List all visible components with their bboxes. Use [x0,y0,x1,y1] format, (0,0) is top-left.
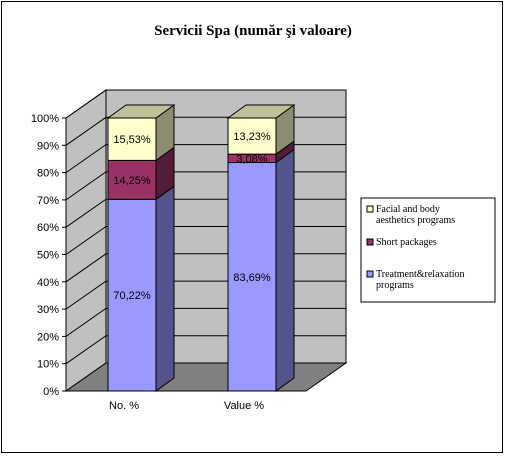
y-tick-label: 60% [37,222,59,234]
data-label: 70,22% [113,290,151,302]
x-tick-label: Value % [224,400,264,412]
x-tick-label: No. % [109,400,139,412]
y-tick-label: 100% [31,113,59,125]
y-tick-label: 0% [43,386,59,398]
y-tick-label: 20% [37,331,59,343]
legend-label: programs [376,280,414,291]
data-label: 14,25% [113,175,151,187]
legend-box [360,197,496,303]
legend-label: aesthetics programs [376,215,455,226]
bar-segment-side [155,185,175,392]
gridline [65,89,346,119]
legend-label: Facial and body [376,204,440,215]
legend-swatch [366,205,374,213]
y-tick-label: 30% [37,304,59,316]
data-label: 15,53% [113,134,151,146]
data-label: 3,08% [236,153,267,165]
legend-label: Short packages [376,237,437,248]
bar-segment-front [227,162,277,392]
y-tick-label: 70% [37,195,59,207]
y-tick-label: 90% [37,140,59,152]
bar-top [106,104,176,119]
bar-top [226,104,296,119]
chart-title: Servicii Spa (număr şi valoare) [154,23,352,39]
y-tick-label: 80% [37,168,59,180]
bar-segment-front [107,159,157,200]
y-tick-label: 10% [37,359,59,371]
bar-segment-front [107,117,157,161]
data-label: 13,23% [233,131,271,143]
legend-swatch [366,238,374,246]
legend-label: Treatment&relaxation [376,269,465,280]
y-tick-label: 50% [37,250,59,262]
y-tick-label: 40% [37,277,59,289]
legend-swatch [366,270,374,278]
data-label: 83,69% [233,272,271,284]
bar-segment-side [275,148,295,392]
bar-segment-front [107,198,157,392]
